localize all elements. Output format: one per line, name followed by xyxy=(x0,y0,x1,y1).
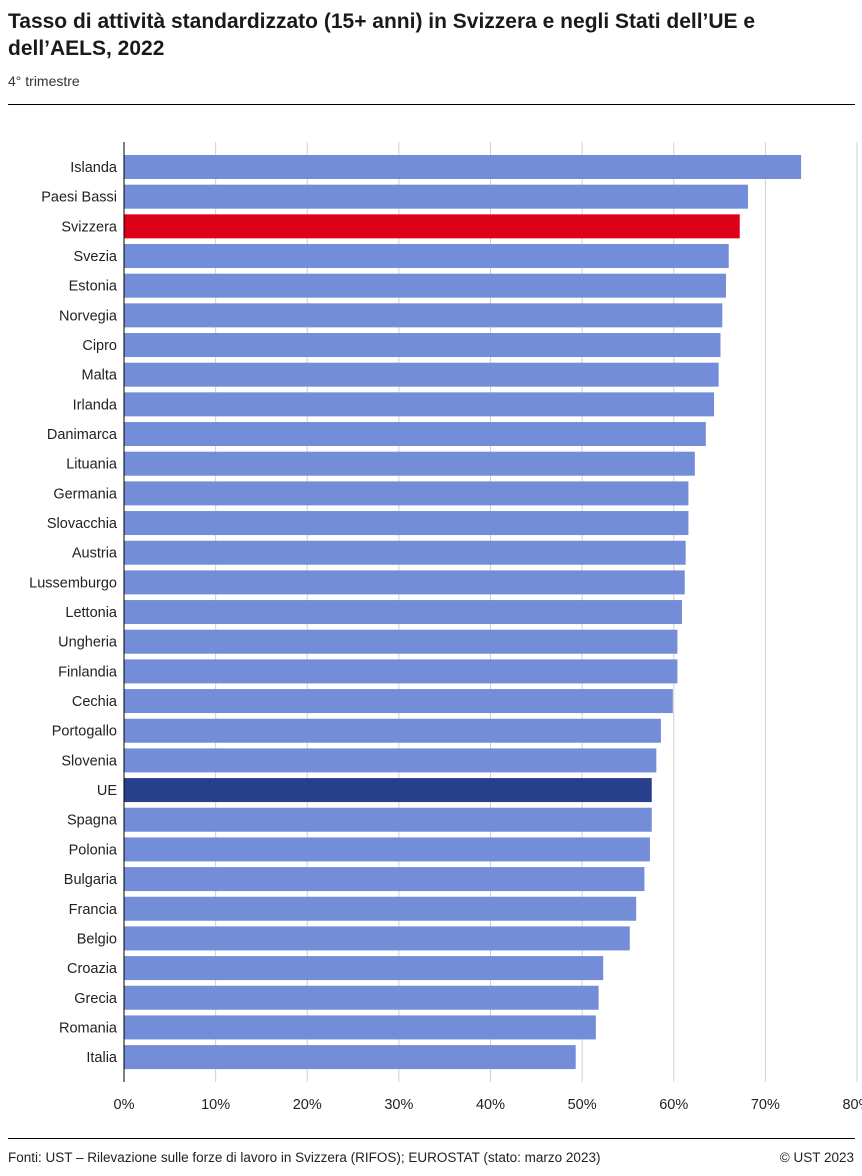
category-label: Spagna xyxy=(67,813,118,829)
x-tick-label: 80% xyxy=(842,1097,862,1113)
bar-lussemburgo xyxy=(124,570,685,595)
chart-title: Tasso di attività standardizzato (15+ an… xyxy=(8,10,756,60)
bar-spagna xyxy=(124,807,652,832)
x-tick-label: 70% xyxy=(751,1097,780,1113)
category-label: Lituania xyxy=(66,457,118,473)
category-label: Cipro xyxy=(82,338,117,354)
copyright: © UST 2023 xyxy=(779,1150,854,1165)
category-label: Cechia xyxy=(72,694,118,710)
category-label: Italia xyxy=(86,1050,118,1066)
bar-bulgaria xyxy=(124,867,645,892)
category-label: Francia xyxy=(69,902,118,918)
bar-paesi-bassi xyxy=(124,184,748,209)
bar-norvegia xyxy=(124,303,723,328)
category-label: Estonia xyxy=(69,279,118,295)
bar-finlandia xyxy=(124,659,678,684)
category-label: Danimarca xyxy=(47,427,118,443)
bar-cechia xyxy=(124,689,673,714)
bar-danimarca xyxy=(124,422,706,447)
bar-svezia xyxy=(124,244,729,269)
bar-svizzera xyxy=(124,214,740,239)
bar-malta xyxy=(124,362,719,387)
category-label: Portogallo xyxy=(52,724,117,740)
bar-slovacchia xyxy=(124,511,689,536)
bar-romania xyxy=(124,1015,596,1040)
bar-austria xyxy=(124,540,686,565)
category-label: Polonia xyxy=(69,842,118,858)
x-tick-label: 0% xyxy=(114,1097,135,1113)
bar-portogallo xyxy=(124,718,661,743)
category-label: Paesi Bassi xyxy=(41,190,117,206)
category-label: Lettonia xyxy=(65,605,118,621)
category-label: Slovenia xyxy=(61,753,118,769)
category-label: Romania xyxy=(59,1020,118,1036)
category-label: Svizzera xyxy=(61,219,118,235)
category-label: Lussemburgo xyxy=(29,575,117,591)
category-label: Svezia xyxy=(73,249,117,265)
x-tick-label: 60% xyxy=(659,1097,688,1113)
bar-estonia xyxy=(124,273,726,298)
category-label: UE xyxy=(97,783,117,799)
category-label: Germania xyxy=(53,486,118,502)
category-label: Bulgaria xyxy=(64,872,118,888)
bar-francia xyxy=(124,896,637,921)
x-tick-label: 10% xyxy=(201,1097,230,1113)
bar-ue xyxy=(124,778,652,803)
x-tick-label: 30% xyxy=(384,1097,413,1113)
category-label: Croazia xyxy=(67,961,118,977)
category-label: Slovacchia xyxy=(47,516,118,532)
category-label: Belgio xyxy=(77,931,117,947)
footer-divider xyxy=(8,1138,855,1139)
bar-lettonia xyxy=(124,600,682,625)
category-label: Grecia xyxy=(74,991,118,1007)
bar-cipro xyxy=(124,333,721,358)
bar-germania xyxy=(124,481,689,506)
x-tick-label: 50% xyxy=(568,1097,597,1113)
chart-subtitle: 4° trimestre xyxy=(8,73,80,89)
category-label: Norvegia xyxy=(59,308,118,324)
category-label: Finlandia xyxy=(58,664,118,680)
bar-irlanda xyxy=(124,392,715,417)
bar-polonia xyxy=(124,837,650,862)
bar-lituania xyxy=(124,451,695,476)
category-label: Austria xyxy=(72,546,118,562)
bar-grecia xyxy=(124,985,599,1010)
source-note: Fonti: UST – Rilevazione sulle forze di … xyxy=(8,1150,601,1165)
x-tick-label: 40% xyxy=(476,1097,505,1113)
category-label: Irlanda xyxy=(73,397,118,413)
category-label: Ungheria xyxy=(58,635,118,651)
category-label: Malta xyxy=(82,368,118,384)
bar-croazia xyxy=(124,956,604,981)
bar-slovenia xyxy=(124,748,657,773)
bar-chart: 0% 10% 20% 30% 40% 50% 60% 70% 80% Islanda Paesi B… xyxy=(29,142,862,1113)
bar-belgio xyxy=(124,926,630,951)
bar-italia xyxy=(124,1045,576,1070)
header-divider xyxy=(8,104,855,105)
x-tick-label: 20% xyxy=(293,1097,322,1113)
bar-islanda xyxy=(124,155,802,179)
category-label: Islanda xyxy=(70,160,118,176)
bar-ungheria xyxy=(124,629,678,654)
